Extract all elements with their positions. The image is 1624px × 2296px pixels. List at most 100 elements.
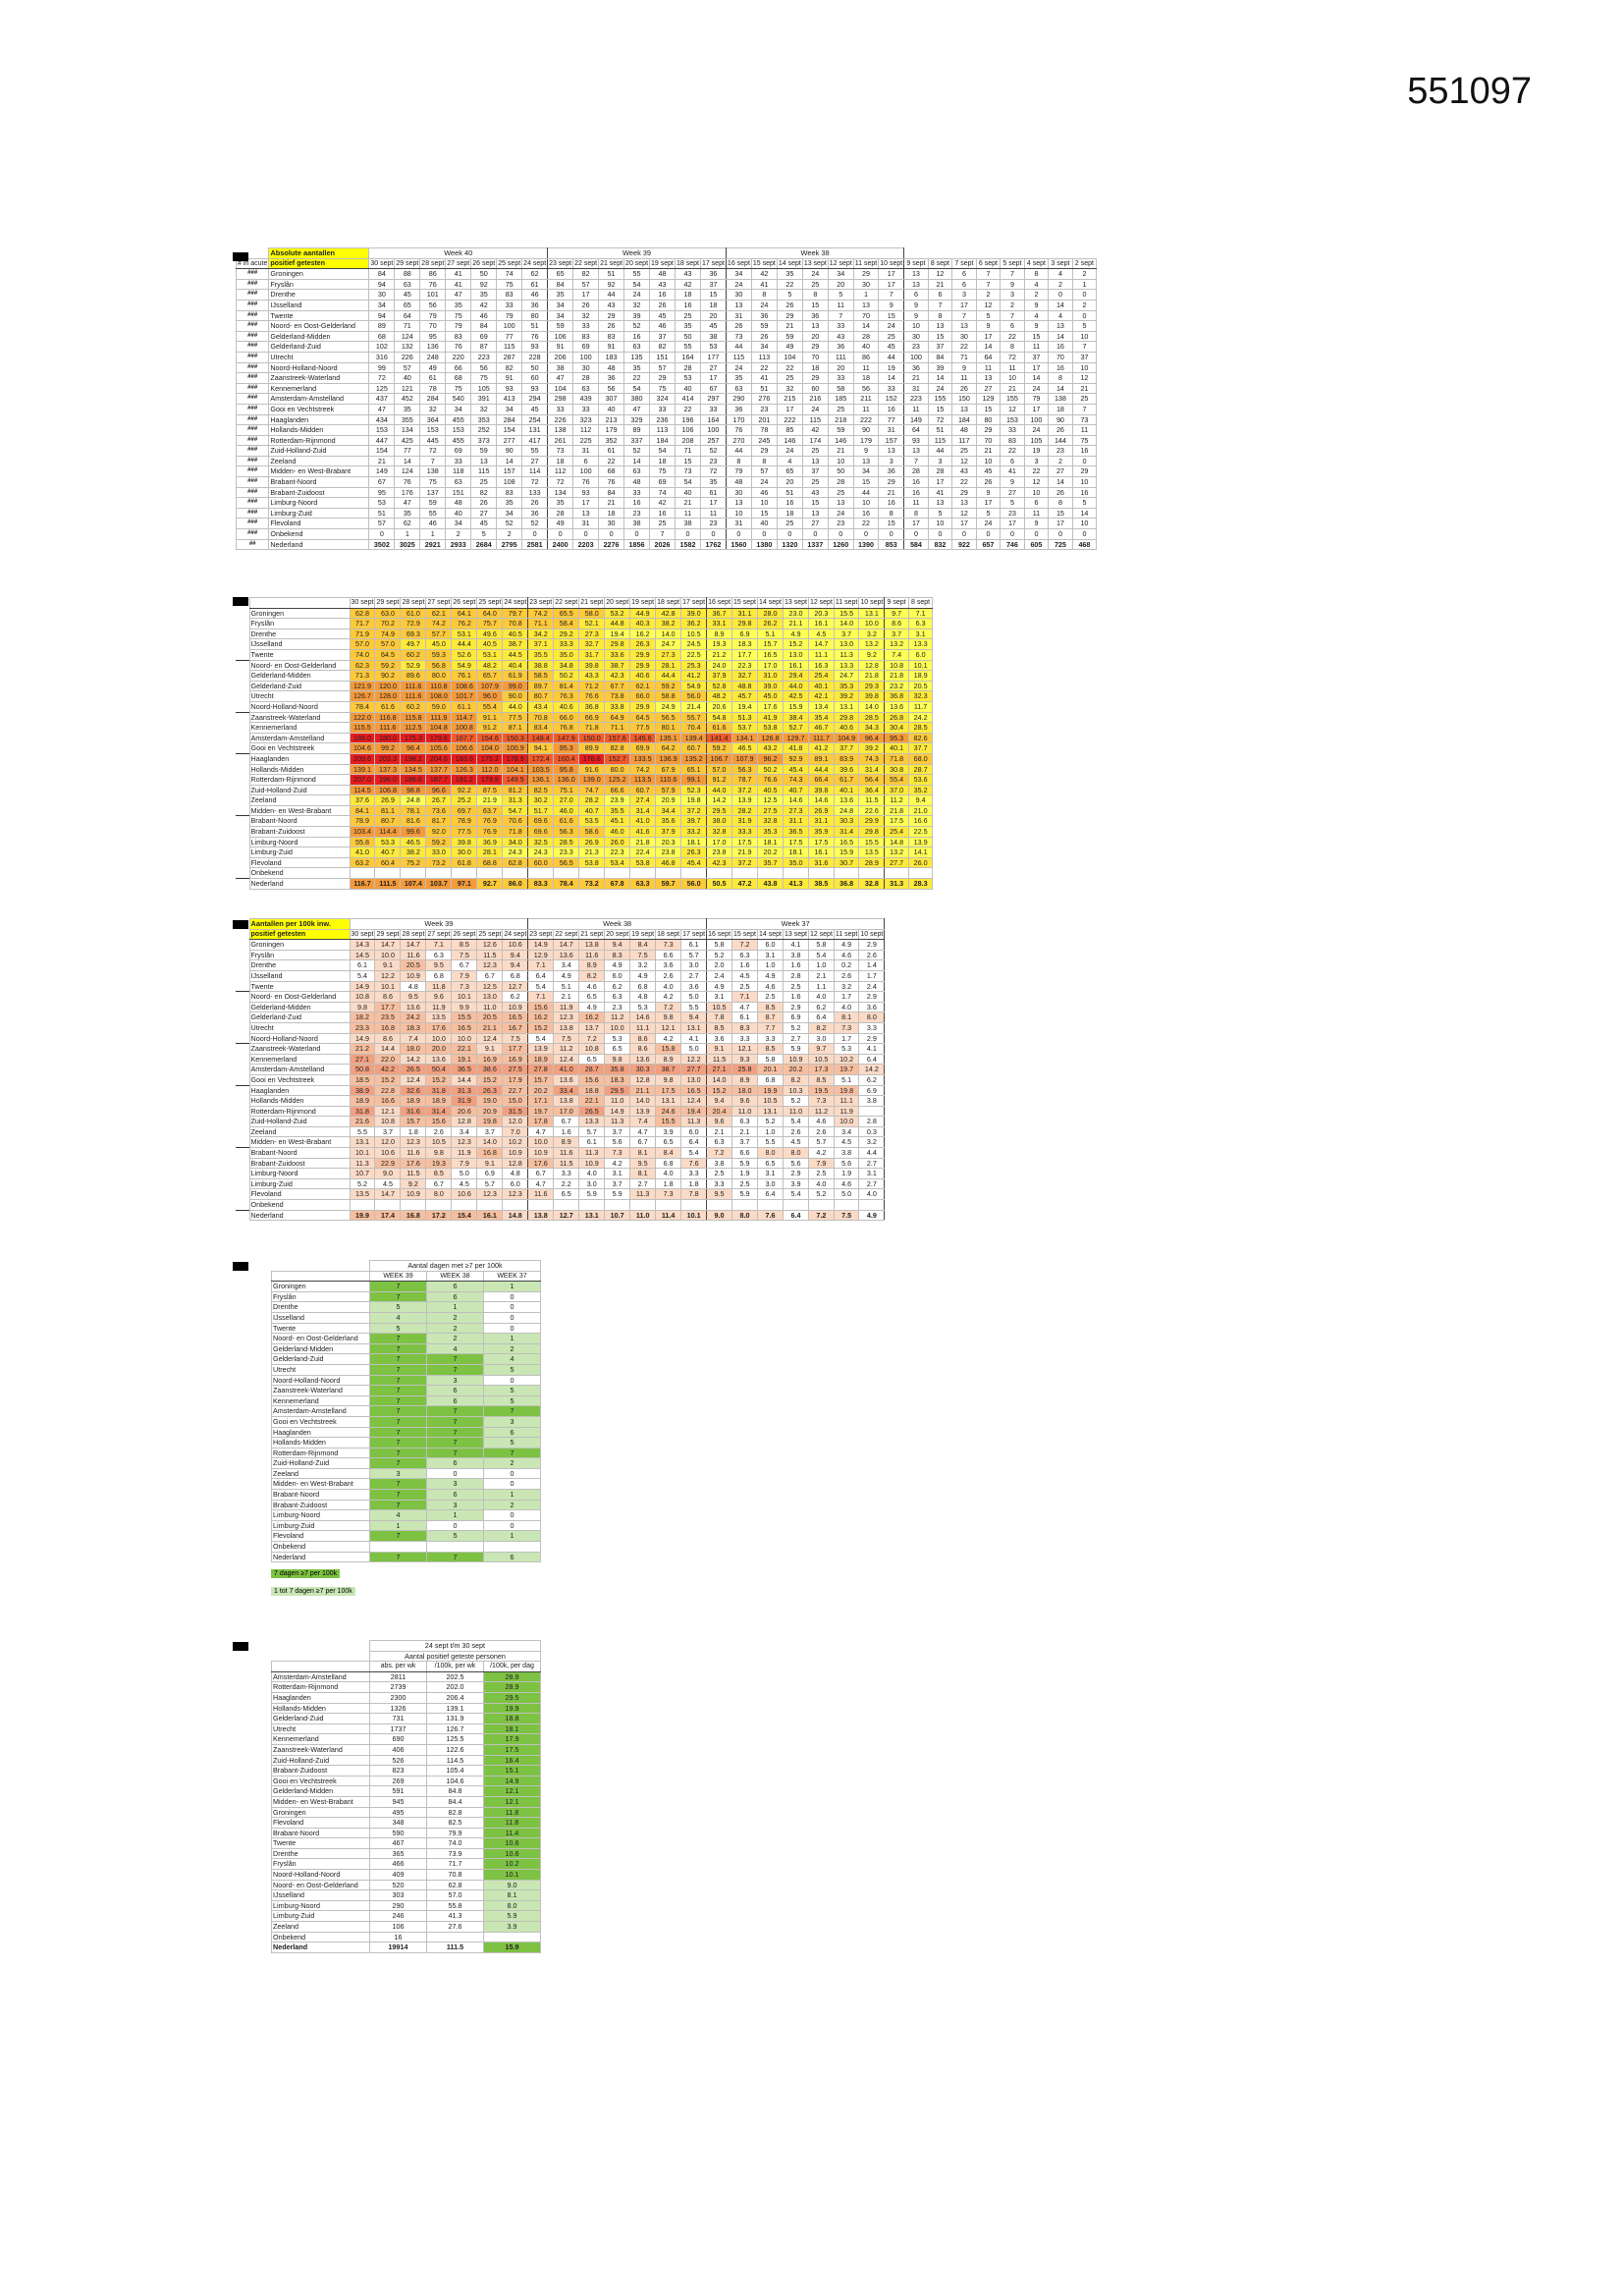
- heat-cell: 32.8: [858, 878, 886, 890]
- region-name: Amsterdam-Amstelland: [271, 1405, 370, 1417]
- heat-cell: 179.9: [476, 774, 504, 786]
- value-cell: 223: [903, 393, 929, 405]
- region-name: Gelderland-Midden: [248, 1001, 351, 1013]
- value-cell: 35: [623, 361, 651, 374]
- value-cell: 51: [927, 424, 953, 436]
- value-cell: 18.0: [400, 1043, 427, 1055]
- blank-cell: [236, 815, 249, 827]
- value-cell: 40: [674, 382, 701, 395]
- heat-cell: 53.7: [731, 722, 758, 734]
- value-cell: 10: [903, 320, 929, 332]
- date-header: 28 sept: [400, 597, 427, 609]
- date-header: 23 sept: [527, 928, 555, 941]
- table-row: Brabant-Noord 590 79.9 11.4: [271, 1827, 541, 1839]
- date-header: 14 sept: [757, 928, 784, 941]
- value-cell: 104.6: [426, 1775, 484, 1787]
- heat-cell: 67.7: [604, 680, 631, 692]
- heat-cell: 27.5: [757, 804, 784, 817]
- value-cell: 151: [445, 486, 472, 499]
- value-cell: 11: [1023, 341, 1050, 353]
- region-name: Fryslân: [248, 949, 351, 961]
- value-cell: 6.2: [502, 991, 529, 1003]
- value-cell: 29: [776, 309, 803, 322]
- heat-cell: 106.8: [374, 784, 402, 796]
- heat-cell: 82.8: [604, 742, 631, 754]
- heat-cell: 80.0: [425, 670, 453, 682]
- value-cell: 26: [1048, 424, 1073, 436]
- value-cell: 65: [394, 299, 421, 311]
- table-row: ### Rotterdam-Rijnmond 447 425 445 455 373 277 4…: [235, 434, 1098, 447]
- value-cell: 9.0: [706, 1209, 733, 1222]
- value-cell: 245: [750, 434, 778, 447]
- value-cell: 5.0: [680, 1043, 708, 1055]
- heat-cell: 64.2: [655, 742, 682, 754]
- value-cell: 25: [801, 445, 829, 457]
- heat-cell: 29.8: [731, 618, 758, 629]
- value-cell: 1380: [750, 538, 778, 551]
- table-row: Brabant-Noord 78.9 80.7 81.6 81.7 78.9 76.9 70.…: [236, 815, 934, 828]
- value-cell: 10.1: [680, 1209, 708, 1222]
- value-cell: 56: [470, 361, 498, 374]
- heat-cell: 104.0: [476, 742, 504, 754]
- date-header: 12 sept: [827, 257, 854, 270]
- table-row: Limburg-Noord 55.8 53.3 46.5 59.2 39.8 36.9 34.…: [236, 836, 934, 848]
- row-marker: ###: [235, 351, 270, 363]
- date-header: 17 sept: [699, 257, 727, 270]
- value-cell: 5.4: [527, 980, 555, 993]
- value-cell: 1337: [801, 538, 829, 551]
- value-cell: 30: [368, 289, 396, 301]
- value-cell: 56: [852, 382, 880, 395]
- value-cell: 146: [776, 434, 803, 447]
- value-cell: 108: [496, 476, 523, 488]
- value-cell: 29: [801, 341, 829, 353]
- value-cell: 14: [927, 372, 953, 384]
- region-name: Twente: [248, 980, 351, 993]
- heat-cell: 70.6: [502, 815, 529, 828]
- value-cell: 52: [699, 445, 727, 457]
- value-cell: 4.9: [604, 959, 631, 971]
- blank-cell: [236, 1022, 249, 1033]
- value-cell: 13.5: [425, 1011, 453, 1023]
- value-cell: 6.3: [604, 991, 631, 1003]
- value-cell: 79: [419, 309, 447, 322]
- count-cell: 7: [369, 1394, 427, 1407]
- value-cell: 25: [827, 486, 854, 499]
- value-cell: 10.2: [833, 1053, 860, 1066]
- table-row: Utrecht 126.7 128.0 111.6 108.0 101.7 96.0 90.0…: [236, 690, 934, 702]
- heat-cell: 28.3: [907, 878, 934, 890]
- value-cell: 73: [725, 330, 752, 343]
- value-cell: 373: [470, 434, 498, 447]
- heat-cell: 74.0: [349, 648, 376, 661]
- region-name: Nederland: [268, 538, 370, 551]
- value-cell: 61: [598, 445, 625, 457]
- blank-cell: [236, 764, 249, 775]
- heat-cell: 22.5: [680, 648, 708, 661]
- heat-cell: 48.8: [731, 680, 758, 692]
- value-cell: 8.5: [757, 1043, 784, 1055]
- value-cell: 20: [827, 361, 854, 374]
- value-cell: 31.6: [400, 1105, 427, 1118]
- value-cell: 6.4: [858, 1053, 886, 1066]
- value-cell: 7.9: [451, 1157, 478, 1170]
- blank-cell: [236, 681, 249, 691]
- value-cell: 10.9: [578, 1157, 606, 1170]
- value-cell: 9: [1000, 278, 1025, 291]
- value-cell: 11.1: [629, 1021, 657, 1034]
- table-row: ### Drenthe 30 45 101 47 35 83 46 35 17 44 24 16 18 15 3…: [235, 289, 1098, 301]
- value-cell: 6.4: [757, 1188, 784, 1201]
- value-cell: 35: [674, 320, 701, 332]
- region-name: Limburg-Zuid: [248, 1177, 351, 1190]
- table-title: Absolute aantallen: [268, 247, 370, 259]
- heat-cell: 62.8: [502, 856, 529, 869]
- value-cell: 36: [699, 268, 727, 280]
- value-cell: 10.1: [451, 991, 478, 1003]
- value-cell: 52: [623, 320, 651, 332]
- value-cell: 17.5: [655, 1084, 682, 1097]
- value-cell: 28.9: [483, 1670, 541, 1683]
- row-marker: ###: [235, 486, 270, 499]
- count-cell: 0: [483, 1311, 541, 1324]
- value-cell: 2.8: [782, 969, 809, 982]
- table-row: Groningen 495 82.8 11.8: [271, 1806, 541, 1819]
- heat-cell: 191.2: [451, 774, 478, 786]
- heat-cell: 60.0: [527, 856, 555, 869]
